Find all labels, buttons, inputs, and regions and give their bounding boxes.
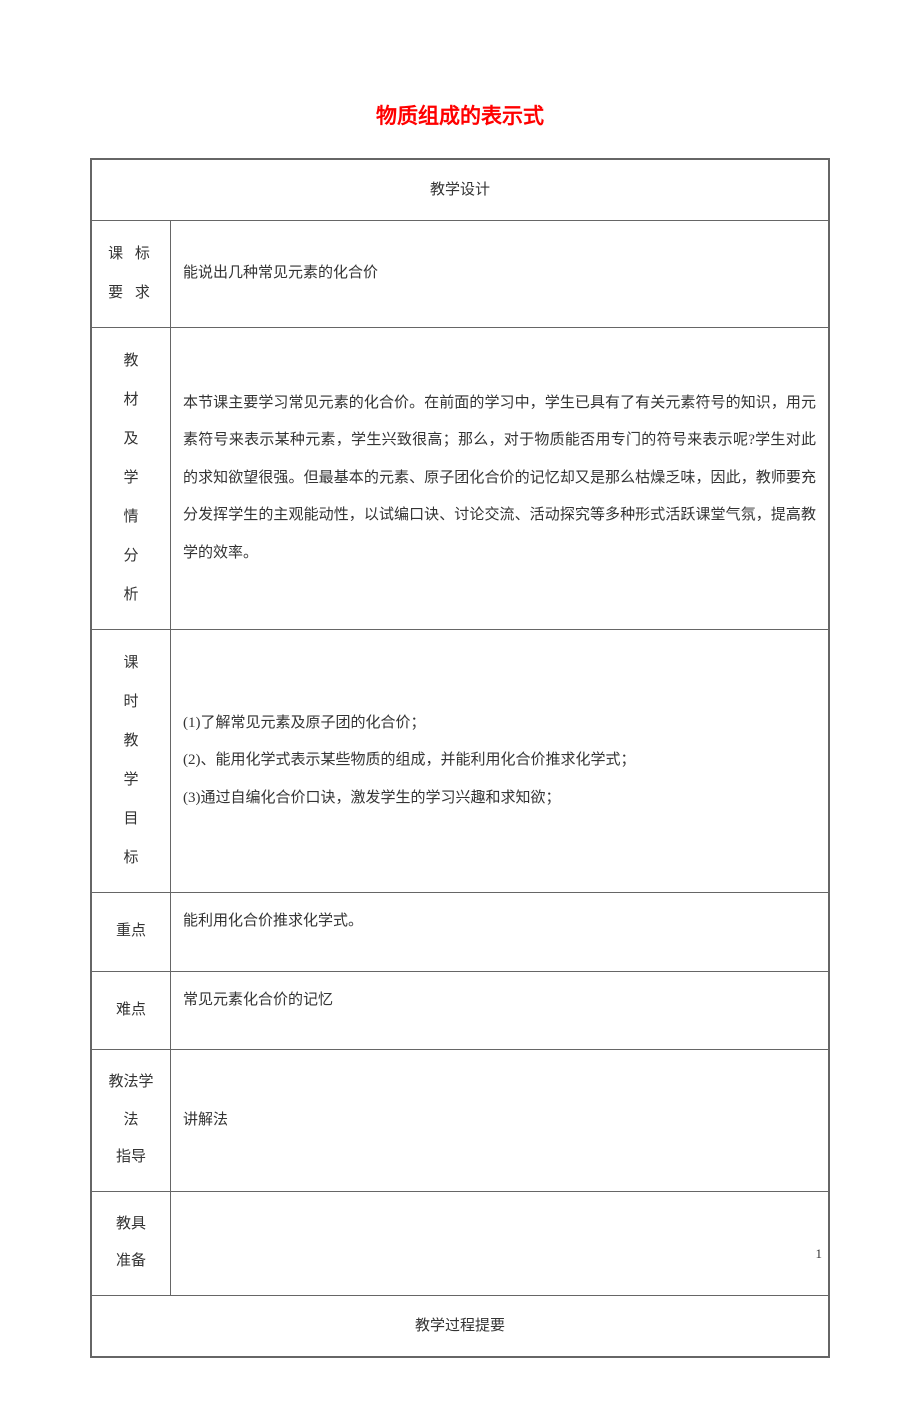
table-header-process: 教学过程提要 (91, 1295, 829, 1357)
label-analysis: 教 材 及 学 情 分 析 (91, 328, 171, 630)
row-difficulty: 难点 常见元素化合价的记忆 (91, 971, 829, 1050)
content-standard: 能说出几种常见元素的化合价 (171, 221, 830, 328)
content-keypoint: 能利用化合价推求化学式。 (171, 893, 830, 972)
label-objectives: 课 时 教 学 目 标 (91, 630, 171, 893)
content-analysis: 本节课主要学习常见元素的化合价。在前面的学习中，学生已具有了有关元素符号的知识，… (171, 328, 830, 630)
label-keypoint: 重点 (91, 893, 171, 972)
content-method: 讲解法 (171, 1050, 830, 1192)
objective-3: (3)通过自编化合价口诀，激发学生的学习兴趣和求知欲； (183, 780, 816, 818)
objective-1: (1)了解常见元素及原子团的化合价； (183, 705, 816, 743)
label-prep: 教具 准备 (91, 1191, 171, 1295)
header-process-cell: 教学过程提要 (91, 1295, 829, 1357)
row-analysis: 教 材 及 学 情 分 析 本节课主要学习常见元素的化合价。在前面的学习中，学生… (91, 328, 829, 630)
objective-2: (2)、能用化学式表示某些物质的组成，并能利用化合价推求化学式； (183, 742, 816, 780)
label-difficulty: 难点 (91, 971, 171, 1050)
label-standard: 课 标要 求 (91, 221, 171, 328)
content-difficulty: 常见元素化合价的记忆 (171, 971, 830, 1050)
document-title: 物质组成的表示式 (90, 100, 830, 130)
lesson-plan-table: 教学设计 课 标要 求 能说出几种常见元素的化合价 教 材 及 学 情 分 析 … (90, 158, 830, 1358)
page-number: 1 (816, 1246, 823, 1262)
content-objectives: (1)了解常见元素及原子团的化合价； (2)、能用化学式表示某些物质的组成，并能… (171, 630, 830, 893)
row-keypoint: 重点 能利用化合价推求化学式。 (91, 893, 829, 972)
row-objectives: 课 时 教 学 目 标 (1)了解常见元素及原子团的化合价； (2)、能用化学式… (91, 630, 829, 893)
row-standard: 课 标要 求 能说出几种常见元素的化合价 (91, 221, 829, 328)
table-header-design: 教学设计 (91, 159, 829, 221)
label-method: 教法学 法 指导 (91, 1050, 171, 1192)
content-prep (171, 1191, 830, 1295)
header-design-cell: 教学设计 (91, 159, 829, 221)
row-prep: 教具 准备 (91, 1191, 829, 1295)
row-method: 教法学 法 指导 讲解法 (91, 1050, 829, 1192)
